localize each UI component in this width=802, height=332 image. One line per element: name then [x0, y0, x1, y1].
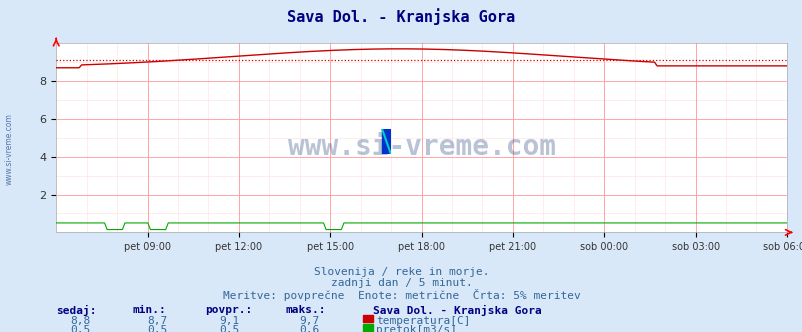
Text: 8,7: 8,7	[147, 316, 167, 326]
Text: temperatura[C]: temperatura[C]	[375, 316, 470, 326]
Text: 0,6: 0,6	[299, 325, 319, 332]
Text: pretok[m3/s]: pretok[m3/s]	[375, 325, 456, 332]
Text: Sava Dol. - Kranjska Gora: Sava Dol. - Kranjska Gora	[373, 305, 541, 316]
Bar	[363, 324, 372, 331]
Text: www.si-vreme.com: www.si-vreme.com	[5, 114, 14, 185]
Text: sedaj:: sedaj:	[56, 305, 96, 316]
Text: 0,5: 0,5	[219, 325, 239, 332]
Text: min.:: min.:	[132, 305, 166, 315]
Text: 8,8: 8,8	[71, 316, 91, 326]
Text: Meritve: povprečne  Enote: metrične  Črta: 5% meritev: Meritve: povprečne Enote: metrične Črta:…	[222, 289, 580, 300]
Text: maks.:: maks.:	[285, 305, 325, 315]
Text: povpr.:: povpr.:	[205, 305, 252, 315]
Text: zadnji dan / 5 minut.: zadnji dan / 5 minut.	[330, 278, 472, 288]
Text: Slovenija / reke in morje.: Slovenija / reke in morje.	[314, 267, 488, 277]
Text: 0,5: 0,5	[71, 325, 91, 332]
Bar	[363, 315, 372, 322]
Polygon shape	[382, 129, 391, 154]
Text: www.si-vreme.com: www.si-vreme.com	[287, 133, 555, 161]
Text: 9,1: 9,1	[219, 316, 239, 326]
Text: 0,5: 0,5	[147, 325, 167, 332]
Text: 9,7: 9,7	[299, 316, 319, 326]
Text: Sava Dol. - Kranjska Gora: Sava Dol. - Kranjska Gora	[287, 8, 515, 25]
